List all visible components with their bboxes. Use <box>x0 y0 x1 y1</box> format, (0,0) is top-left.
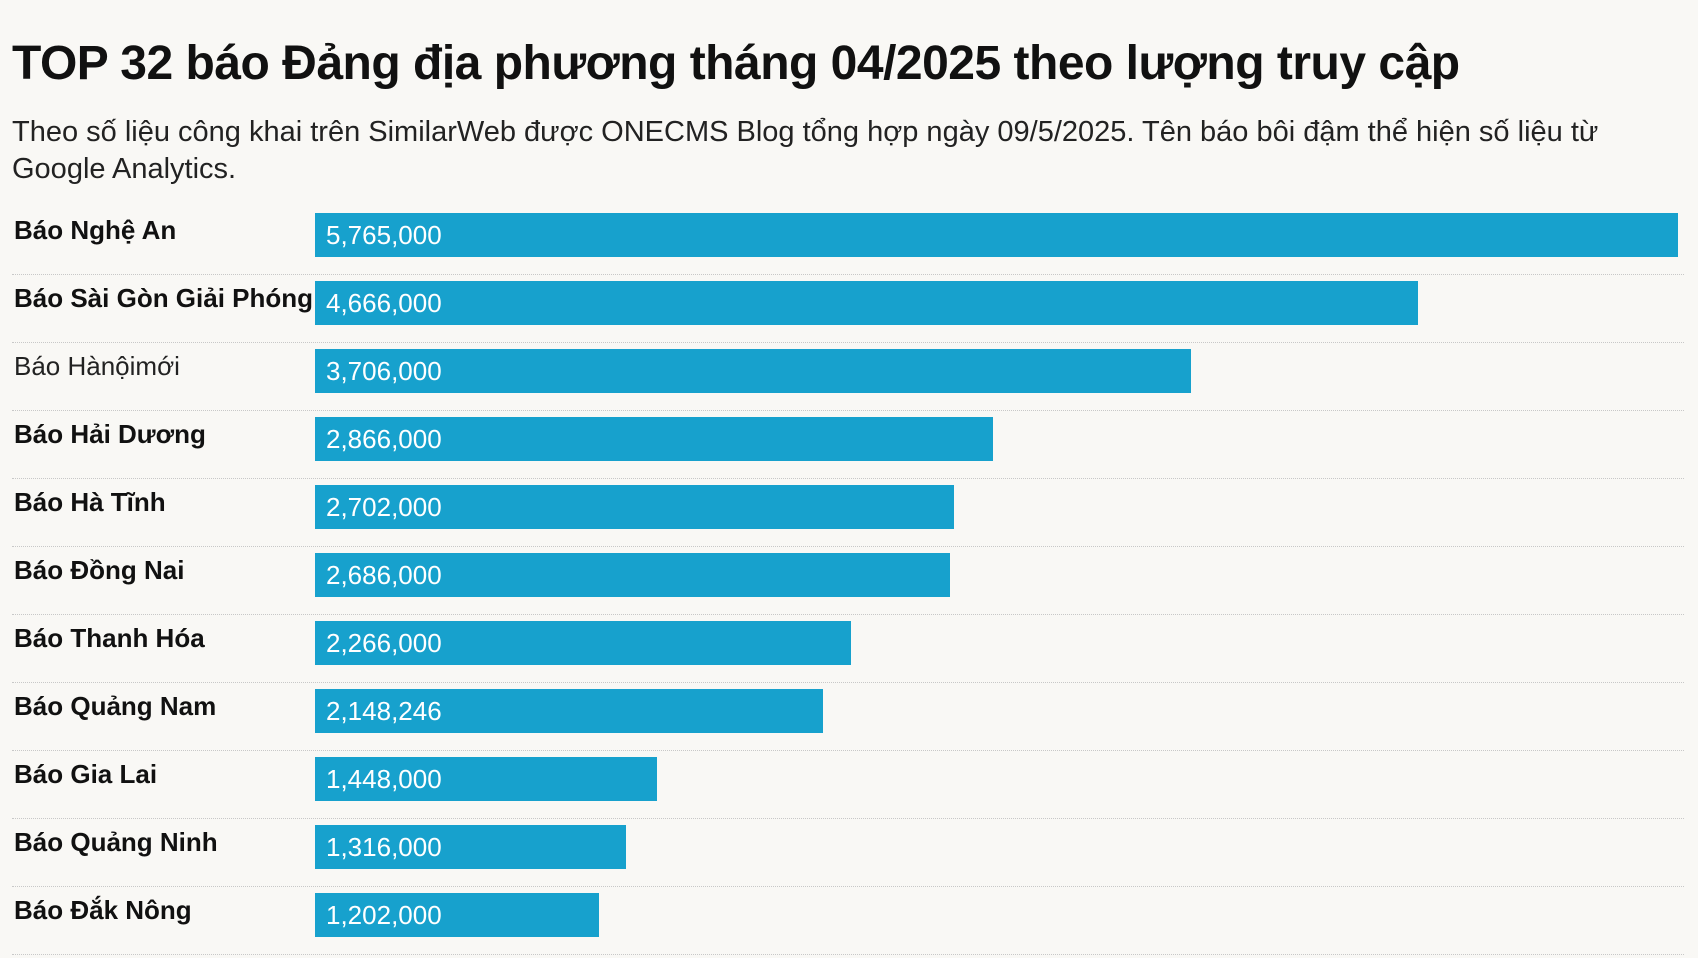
bar <box>315 485 954 529</box>
bar <box>315 621 851 665</box>
category-label: Báo Sài Gòn Giải Phóng <box>14 283 314 313</box>
bar-value-label: 1,202,000 <box>326 900 442 930</box>
category-label: Báo Quảng Nam <box>14 691 217 721</box>
bar-row: Báo Đồng Nai 2,686,000 <box>12 547 1684 615</box>
bar-row: Báo Sài Gòn Giải Phóng 4,666,000 <box>12 275 1684 343</box>
category-label: Báo Đồng Nai <box>14 555 185 585</box>
bar <box>315 553 950 597</box>
bar-value-label: 2,686,000 <box>326 560 442 590</box>
category-label: Báo Hà Tĩnh <box>14 487 166 517</box>
bar-row: Báo Hànộimới 3,706,000 <box>12 343 1684 411</box>
category-label: Báo Hải Dương <box>14 419 206 449</box>
bar-row: Báo Quảng Nam 2,148,246 <box>12 683 1684 751</box>
chart-subtitle: Theo số liệu công khai trên SimilarWeb đ… <box>12 116 1599 185</box>
bar-row: Báo Thanh Hóa 2,266,000 <box>12 615 1684 683</box>
bar-row: Báo Gia Lai 1,448,000 <box>12 751 1684 819</box>
category-label: Báo Quảng Ninh <box>14 827 218 857</box>
bar <box>315 417 993 461</box>
category-label: Báo Gia Lai <box>14 759 158 789</box>
bar-value-label: 2,702,000 <box>326 492 442 522</box>
category-label: Báo Nghệ An <box>14 215 177 245</box>
bar-value-label: 5,765,000 <box>326 220 442 250</box>
bar-value-label: 4,666,000 <box>326 288 442 318</box>
bar-value-label: 1,448,000 <box>326 764 442 794</box>
bar-row: Báo Hải Dương 2,866,000 <box>12 411 1684 479</box>
category-label: Báo Thanh Hóa <box>14 623 205 653</box>
bar-value-label: 2,266,000 <box>326 628 442 658</box>
category-label: Báo Hànộimới <box>14 351 180 381</box>
bar-row: Báo Đắk Nông 1,202,000 <box>12 887 1684 955</box>
bar <box>315 689 823 733</box>
bar-value-label: 1,316,000 <box>326 832 442 862</box>
bar <box>315 213 1678 257</box>
bar-value-label: 3,706,000 <box>326 356 442 386</box>
category-label: Báo Đắk Nông <box>14 895 192 925</box>
bar-row: Báo Nghệ An 5,765,000 <box>12 207 1684 275</box>
bar-row: Báo Hà Tĩnh 2,702,000 <box>12 479 1684 547</box>
bar <box>315 893 599 937</box>
bar-row: Báo Quảng Ninh 1,316,000 <box>12 819 1684 887</box>
bar-chart: Báo Nghệ An 5,765,000 Báo Sài Gòn Giải Phó… <box>12 207 1684 955</box>
bar-value-label: 2,148,246 <box>326 696 442 726</box>
bar-value-label: 2,866,000 <box>326 424 442 454</box>
bar <box>315 281 1418 325</box>
bar <box>315 349 1191 393</box>
chart-title: TOP 32 báo Đảng địa phương tháng 04/2025… <box>12 37 1460 90</box>
bar <box>315 757 657 801</box>
bar <box>315 825 626 869</box>
